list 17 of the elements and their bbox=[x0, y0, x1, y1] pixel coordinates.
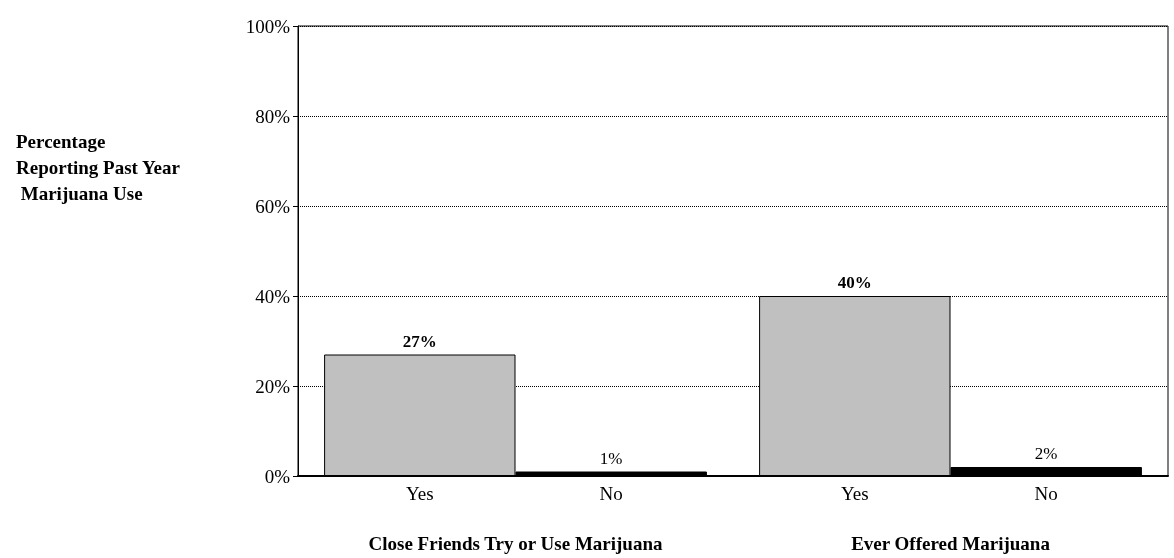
y-tick-label: 0% bbox=[264, 465, 291, 487]
text: No bbox=[1034, 483, 1058, 504]
data-label: 1% bbox=[599, 448, 623, 468]
data-label: 2% bbox=[1034, 444, 1058, 463]
y-tick-label: 40% bbox=[255, 285, 291, 307]
series-label: Yes bbox=[405, 483, 434, 504]
y-tick-label: 100% bbox=[245, 15, 291, 37]
y-axis-title: Percentage Reporting Past Year Marijuana Use bbox=[16, 130, 181, 204]
data-label: 40% bbox=[837, 273, 872, 292]
y-tick-label: 60% bbox=[255, 195, 291, 217]
text: Yes bbox=[840, 483, 869, 504]
y-tick-label: 80% bbox=[255, 105, 291, 127]
data-label: 27% bbox=[402, 331, 437, 351]
x-tick-label: Close Friends Try or Use Marijuana bbox=[368, 533, 663, 554]
y-tick-label: 20% bbox=[255, 375, 291, 397]
series-label: No bbox=[599, 483, 623, 504]
x-tick-label: Ever Offered Marijuana bbox=[851, 533, 1051, 554]
